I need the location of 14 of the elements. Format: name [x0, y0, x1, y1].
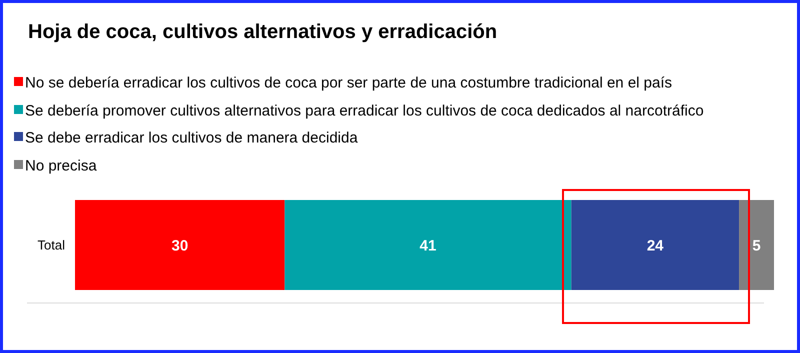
- legend-label: No precisa: [25, 157, 98, 174]
- legend-label: No se debería erradicar los cultivos de coca por ser parte de una costumbre tradicional en el país: [25, 74, 672, 92]
- bar: [284, 200, 572, 290]
- chart-title: Hoja de coca, cultivos alternativos y erradicación: [28, 21, 498, 43]
- bar: [75, 200, 285, 290]
- legend-label: Se debe erradicar los cultivos de manera decidida: [25, 129, 358, 146]
- data-label: 24: [646, 237, 664, 254]
- legend-label: Se debería promover cultivos alternativos para erradicar los cultivos de coca dedicados al narcotráfico: [25, 102, 704, 120]
- y-tick-label: Total: [38, 238, 66, 253]
- bar: [571, 200, 740, 290]
- data-label: 41: [420, 237, 436, 254]
- bar: [739, 200, 774, 290]
- data-label: 5: [752, 237, 761, 254]
- data-label: 30: [172, 237, 188, 254]
